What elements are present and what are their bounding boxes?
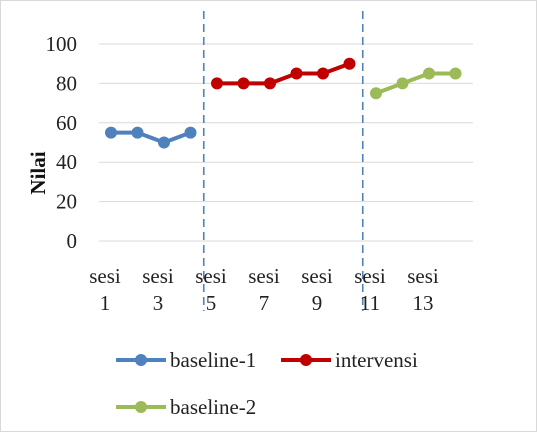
- y-tick-label: 80: [56, 71, 77, 95]
- legend-item: baseline-1: [116, 348, 256, 372]
- series-line: [375, 71, 456, 96]
- legend-label: baseline-1: [170, 348, 256, 372]
- data-point: [396, 77, 409, 90]
- x-tick-label: sesi 1: [89, 264, 121, 315]
- data-point: [370, 87, 382, 100]
- data-point: [237, 77, 250, 90]
- legend-swatch-marker: [300, 354, 312, 366]
- y-axis-ticks: 0 20 40 60 80 100: [46, 32, 78, 253]
- y-tick-label: 20: [56, 190, 77, 214]
- series-line: [217, 61, 351, 86]
- x-tick-label: sesi 7: [248, 264, 280, 315]
- series-intervensi: [211, 57, 356, 90]
- data-point: [105, 126, 117, 139]
- phase-dividers: [202, 11, 364, 311]
- series-baseline-2: [370, 67, 462, 100]
- data-point: [184, 126, 197, 139]
- data-point: [317, 67, 329, 80]
- legend-label: intervensi: [335, 348, 418, 372]
- y-tick-label: 40: [56, 150, 77, 174]
- legend-swatch-marker: [135, 354, 147, 366]
- legend-item: baseline-2: [116, 395, 256, 419]
- data-point: [264, 77, 276, 90]
- x-tick-label: sesi 13: [407, 264, 439, 315]
- y-tick-label: 100: [46, 32, 78, 56]
- x-tick-label: sesi 3: [142, 264, 174, 315]
- legend-swatch-marker: [135, 401, 147, 413]
- x-axis-ticks: sesi 1 sesi 3 sesi 5 sesi 7 sesi 9 sesi 11 sesi 13: [89, 264, 439, 315]
- x-tick-label: sesi 5: [195, 264, 227, 315]
- y-tick-label: 0: [67, 229, 78, 253]
- data-point: [449, 67, 462, 80]
- legend-label: baseline-2: [170, 395, 256, 419]
- legend-item: intervensi: [281, 348, 418, 372]
- data-point: [343, 57, 356, 70]
- y-tick-label: 60: [56, 111, 77, 135]
- series-baseline-1: [105, 126, 197, 149]
- series-line: [111, 130, 192, 145]
- y-axis-label: Nilai: [26, 151, 50, 194]
- data-point: [423, 67, 435, 80]
- legend: baseline-1 intervensi baseline-2: [116, 348, 418, 419]
- data-point: [290, 67, 303, 80]
- x-tick-label: sesi 11: [354, 264, 386, 315]
- data-point: [131, 126, 144, 139]
- data-point: [158, 136, 170, 149]
- gridlines: [99, 43, 473, 242]
- series-lines: [105, 57, 462, 149]
- data-point: [211, 77, 223, 90]
- x-tick-label: sesi 9: [301, 264, 333, 315]
